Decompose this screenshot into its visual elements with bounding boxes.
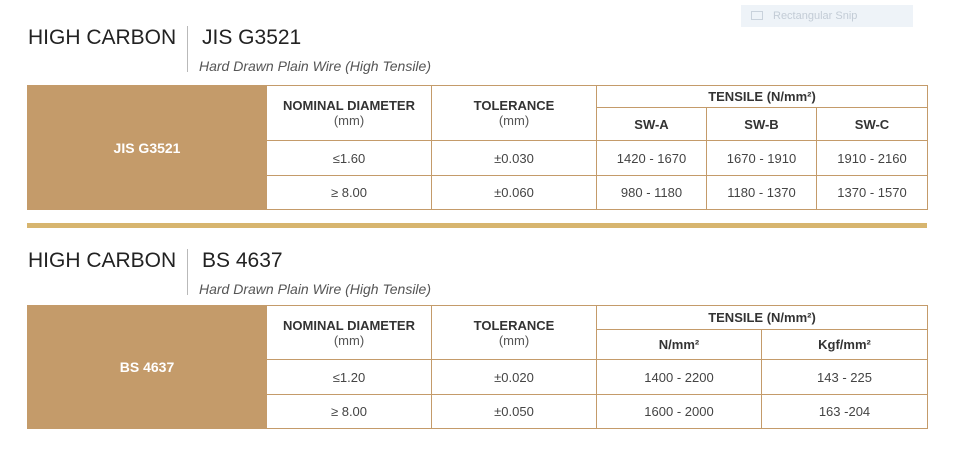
tensile-subheader: SW-A bbox=[596, 107, 707, 141]
tolerance-header-label: TOLERANCE bbox=[473, 317, 555, 333]
tensile-cell: 1420 - 1670 bbox=[596, 140, 707, 176]
tensile-subheader: SW-B bbox=[706, 107, 817, 141]
section1-title-right: JIS G3521 bbox=[202, 26, 302, 49]
diameter-header: NOMINAL DIAMETER (mm) bbox=[266, 85, 432, 141]
table-header-row: BS 4637 NOMINAL DIAMETER (mm) TOLERANCE … bbox=[27, 305, 928, 429]
section2-title-right: BS 4637 bbox=[202, 249, 283, 272]
tensile-subheader: N/mm² bbox=[596, 329, 762, 360]
section1-subtitle: Hard Drawn Plain Wire (High Tensile) bbox=[199, 58, 431, 74]
diameter-header: NOMINAL DIAMETER (mm) bbox=[266, 305, 432, 360]
tensile-header: TENSILE (N/mm²) bbox=[596, 305, 928, 330]
section2-spec-table: BS 4637 NOMINAL DIAMETER (mm) TOLERANCE … bbox=[27, 305, 928, 429]
section2-title-left: HIGH CARBON bbox=[28, 249, 177, 272]
diameter-cell: ≥ 8.00 bbox=[266, 394, 432, 429]
section2-subtitle: Hard Drawn Plain Wire (High Tensile) bbox=[199, 281, 431, 297]
section1-spec-table: JIS G3521 NOMINAL DIAMETER (mm) TOLERANC… bbox=[27, 85, 929, 210]
tolerance-header-unit: (mm) bbox=[498, 332, 530, 348]
tensile-subheader: Kgf/mm² bbox=[761, 329, 928, 360]
diameter-cell: ≤1.60 bbox=[266, 140, 432, 176]
tensile-cell: 1670 - 1910 bbox=[706, 140, 817, 176]
diameter-header-unit: (mm) bbox=[333, 113, 365, 128]
tensile-cell: 1400 - 2200 bbox=[596, 359, 762, 395]
section2-title-separator bbox=[187, 249, 188, 295]
diameter-header-unit: (mm) bbox=[333, 332, 365, 348]
tensile-cell: 980 - 1180 bbox=[596, 175, 707, 210]
diameter-header-label: NOMINAL DIAMETER bbox=[283, 317, 415, 333]
diameter-cell: ≤1.20 bbox=[266, 359, 432, 395]
tolerance-header: TOLERANCE (mm) bbox=[431, 85, 597, 141]
tolerance-cell: ±0.020 bbox=[431, 359, 597, 395]
standard-cell: JIS G3521 bbox=[27, 85, 267, 210]
diameter-header-label: NOMINAL DIAMETER bbox=[283, 98, 415, 113]
table-row: ≥ 8.00 ±0.060 980 - 1180 1180 - 1370 137… bbox=[28, 175, 929, 210]
section1-title-separator bbox=[187, 26, 188, 72]
table-row: ≤1.60 ±0.030 1420 - 1670 1670 - 1910 191… bbox=[28, 140, 929, 176]
tensile-cell: 143 - 225 bbox=[761, 359, 928, 395]
tolerance-header-label: TOLERANCE bbox=[473, 98, 555, 113]
tolerance-cell: ±0.050 bbox=[431, 394, 597, 429]
tolerance-header: TOLERANCE (mm) bbox=[431, 305, 597, 360]
tensile-cell: 163 -204 bbox=[761, 394, 928, 429]
section1-title-left: HIGH CARBON bbox=[28, 26, 177, 49]
tolerance-cell: ±0.060 bbox=[431, 175, 597, 210]
section-divider bbox=[27, 223, 927, 228]
table-header-row: JIS G3521 NOMINAL DIAMETER (mm) TOLERANC… bbox=[27, 85, 929, 210]
table-subheader-row: SW-A SW-B SW-C bbox=[28, 107, 929, 141]
snip-icon bbox=[751, 11, 763, 20]
standard-cell: BS 4637 bbox=[27, 305, 267, 429]
snip-label: Rectangular Snip bbox=[773, 10, 858, 22]
tolerance-cell: ±0.030 bbox=[431, 140, 597, 176]
table-row: ≥ 8.00 ±0.050 1600 - 2000 163 -204 bbox=[28, 394, 928, 429]
diameter-cell: ≥ 8.00 bbox=[266, 175, 432, 210]
tensile-cell: 1370 - 1570 bbox=[815, 175, 929, 210]
tensile-subheader: SW-C bbox=[815, 107, 929, 141]
tensile-cell: 1910 - 2160 bbox=[815, 140, 929, 176]
snip-overlay[interactable]: Rectangular Snip bbox=[741, 5, 913, 27]
tensile-cell: 1180 - 1370 bbox=[706, 175, 817, 210]
tensile-header: TENSILE (N/mm²) bbox=[595, 85, 929, 108]
table-subheader-row: N/mm² Kgf/mm² bbox=[28, 329, 928, 360]
tolerance-header-unit: (mm) bbox=[498, 113, 530, 128]
tensile-cell: 1600 - 2000 bbox=[596, 394, 762, 429]
